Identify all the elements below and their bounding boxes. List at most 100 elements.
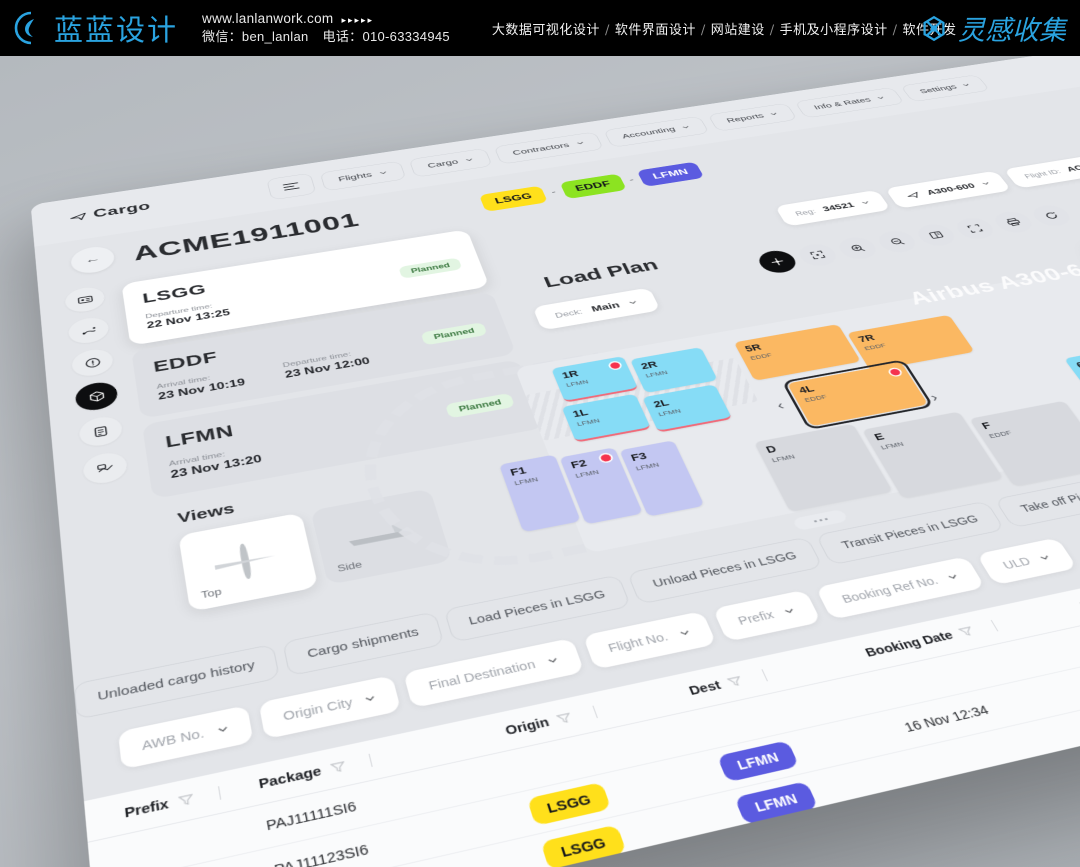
filter-icon[interactable]	[958, 625, 976, 637]
chevron-down-icon	[378, 170, 388, 176]
column-header-label: Prefix	[124, 796, 170, 820]
next-position-arrow[interactable]: ›	[927, 391, 941, 405]
filter-prefix[interactable]: Prefix	[712, 590, 822, 642]
nav-item-settings[interactable]: Settings	[900, 74, 990, 102]
route-icon	[79, 323, 98, 337]
nav-item-label: Accounting	[621, 125, 677, 140]
service-item: 软件界面设计	[615, 23, 696, 38]
filter-icon[interactable]	[556, 711, 573, 725]
service-separator: /	[770, 23, 775, 38]
filter-placeholder: AWB No.	[141, 726, 205, 753]
wechat-phone-row: 微信：ben_lanlan 电话：010-63334945	[202, 28, 450, 47]
tool-print[interactable]	[990, 209, 1037, 234]
box-icon	[86, 389, 106, 404]
filter-uld[interactable]: ULD	[977, 537, 1078, 585]
id-card-icon	[75, 293, 94, 306]
filter-origin-city[interactable]: Origin City	[259, 675, 402, 739]
tab-cargo-shipments[interactable]: Cargo shipments	[282, 611, 444, 676]
leg-time-block: Departure time: 23 Nov 12:00	[282, 348, 371, 381]
chevron-down-icon	[860, 200, 871, 206]
leg-time-block: Arrival time: 23 Nov 10:19	[156, 369, 246, 402]
filter-icon[interactable]	[178, 792, 194, 807]
route-badge-LSGG[interactable]: LSGG	[479, 186, 548, 212]
phone-label: 电话：	[323, 29, 363, 44]
filter-flight-no-[interactable]: Flight No.	[582, 611, 716, 670]
rail-button-route[interactable]	[67, 315, 110, 346]
filter-booking-ref-no-[interactable]: Booking Ref No.	[816, 556, 986, 619]
print-icon	[1003, 216, 1025, 227]
tool-zoom-in[interactable]	[834, 235, 881, 261]
filter-placeholder: Flight No.	[606, 630, 670, 655]
rail-button-info[interactable]	[71, 347, 115, 379]
cargo-app-window: Cargo Flights Cargo Contractors Accounting R…	[31, 56, 1080, 867]
site-banner: 蓝蓝设计 www.lanlanwork.com ▸▸▸▸▸ 微信：ben_lanl…	[0, 0, 1080, 56]
zoom-out-icon	[886, 236, 907, 248]
cargo-position-5R[interactable]: 5R EDDF	[734, 324, 861, 381]
tool-move[interactable]	[754, 248, 800, 275]
route-badge-LFMN[interactable]: LFMN	[637, 162, 705, 187]
column-header-label: Package	[258, 764, 323, 792]
nav-item-cargo[interactable]: Cargo	[409, 148, 493, 177]
view-card-top[interactable]: Top	[178, 513, 318, 612]
chevron-down-icon	[1037, 552, 1052, 562]
field-reg-[interactable]: Reg: 34521	[775, 190, 891, 227]
nav-item-label: Settings	[918, 83, 959, 95]
website-row: www.lanlanwork.com ▸▸▸▸▸	[202, 9, 450, 29]
back-button[interactable]: ←	[70, 244, 116, 275]
refresh-icon	[1041, 210, 1063, 221]
field-value: ACME1911001	[1064, 155, 1080, 173]
column-header-label: Origin	[504, 715, 551, 738]
tool-fit-screen[interactable]	[951, 216, 998, 241]
tool-refresh[interactable]	[1028, 203, 1076, 228]
chevron-down-icon	[364, 693, 378, 704]
chevron-down-icon	[216, 723, 229, 735]
cargo-position-7R[interactable]: 7R EDDF	[847, 315, 975, 371]
route-badge-EDDF[interactable]: EDDF	[559, 174, 627, 200]
panel-drag-handle[interactable]	[792, 509, 849, 531]
field-value: A300-600	[925, 182, 977, 197]
cargo-position-6L[interactable]: 6LEDDF	[1064, 346, 1080, 394]
website-text: www.lanlanwork.com	[202, 11, 333, 26]
tool-select[interactable]	[795, 242, 842, 268]
chevron-down-icon	[782, 605, 796, 615]
deck-value: Main	[590, 300, 622, 313]
filter-final-destination[interactable]: Final Destination	[404, 638, 585, 708]
view-card-label: Top	[200, 586, 222, 600]
menu-toggle-button[interactable]	[266, 173, 316, 200]
plane-icon	[904, 190, 923, 200]
rail-button-handover[interactable]	[82, 450, 129, 486]
nav-item-info-rates[interactable]: Info & Rates	[795, 87, 905, 118]
prev-position-arrow[interactable]: ‹	[774, 399, 787, 413]
rail-button-id-card[interactable]	[64, 285, 106, 314]
zoom-in-icon	[847, 242, 868, 254]
tool-zoom-out[interactable]	[874, 229, 921, 255]
rail-button-box[interactable]	[74, 380, 119, 413]
nav-item-flights[interactable]: Flights	[320, 161, 407, 191]
app-logo[interactable]: Cargo	[69, 200, 152, 225]
views-title: Views	[176, 501, 235, 527]
select-icon	[807, 249, 828, 261]
wechat-label: 微信：	[202, 29, 242, 44]
chevron-down-icon	[545, 655, 559, 666]
field-flight-id-[interactable]: Flight ID: ACME1911001	[1003, 147, 1080, 189]
nav-item-contractors[interactable]: Contractors	[494, 132, 604, 165]
deck-selector[interactable]: Deck: Main	[532, 287, 660, 330]
nav-item-reports[interactable]: Reports	[707, 103, 797, 132]
route-dash: -	[628, 176, 636, 184]
field-a300-600[interactable]: A300-600	[885, 171, 1012, 209]
service-item: 大数据可视化设计	[492, 23, 600, 38]
nav-item-accounting[interactable]: Accounting	[603, 116, 709, 148]
cargo-position-4L[interactable]: 4L EDDF	[787, 363, 928, 427]
rail-button-document[interactable]	[78, 414, 124, 449]
filter-icon[interactable]	[727, 675, 744, 688]
lanlan-logo: 蓝蓝设计	[14, 7, 178, 49]
service-separator: /	[893, 23, 898, 38]
tool-legend[interactable]	[913, 222, 960, 248]
cargo-position-id: 6L	[1074, 352, 1080, 371]
nav-item-label: Flights	[337, 171, 373, 183]
view-card-label: Side	[336, 559, 363, 574]
sidebar-icon-rail	[64, 285, 129, 486]
inspiration-brand-icon	[918, 12, 950, 44]
filter-icon[interactable]	[330, 760, 347, 774]
filter-awb-no-[interactable]: AWB No.	[118, 705, 254, 769]
